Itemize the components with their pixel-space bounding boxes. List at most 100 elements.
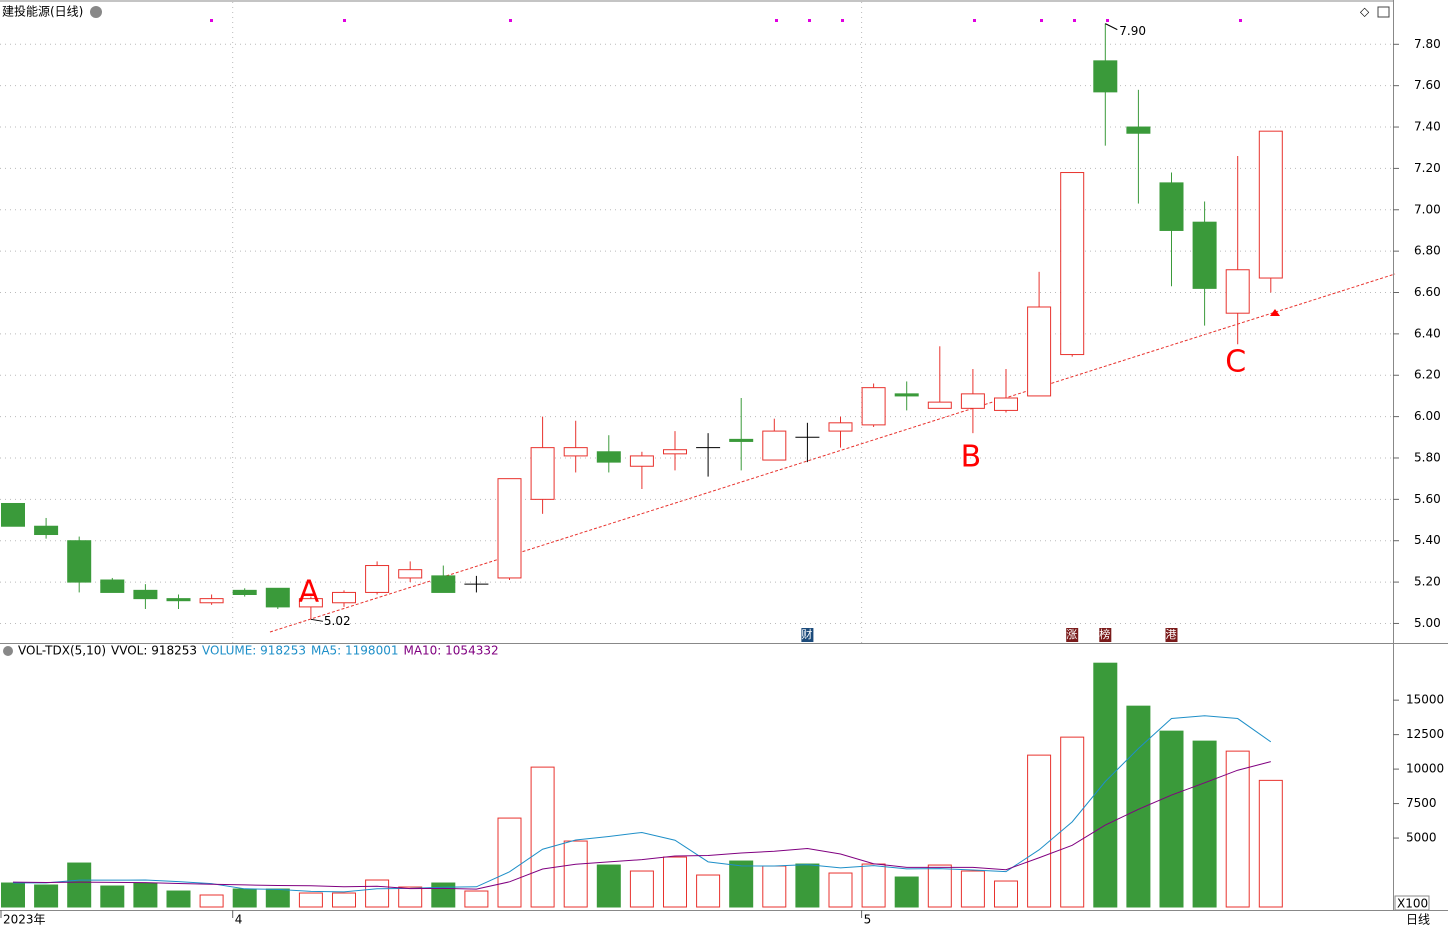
chart-title: 建投能源(日线) xyxy=(2,4,83,19)
annotation: A xyxy=(299,575,320,610)
volume-bar xyxy=(596,864,621,908)
candle-body xyxy=(530,447,555,500)
candle-body xyxy=(398,569,423,579)
unit-box xyxy=(1394,895,1430,911)
candle-body xyxy=(497,478,522,579)
volume-bar xyxy=(629,870,654,908)
volume-bar xyxy=(927,864,952,908)
volume-bar xyxy=(332,892,356,908)
y-tick-label: 7.40 xyxy=(1414,120,1441,134)
volume-bar xyxy=(431,882,456,908)
event-label: 财 xyxy=(801,627,812,641)
volume-bar xyxy=(67,862,92,908)
volume-bar xyxy=(1093,662,1118,908)
volume-bar xyxy=(232,888,257,908)
y-tick-label: 12500 xyxy=(1406,727,1444,741)
window-icon[interactable] xyxy=(1377,6,1390,18)
volume-bar xyxy=(34,884,59,908)
volume-bar xyxy=(265,888,290,908)
signal-dots xyxy=(210,19,1242,22)
event-icon xyxy=(1066,628,1079,642)
candle-body xyxy=(994,397,1018,411)
menu-icon[interactable] xyxy=(90,6,102,18)
event-label: 榜 xyxy=(1099,627,1110,641)
y-tick-label: 6.80 xyxy=(1414,244,1441,258)
y-tick-label: 6.20 xyxy=(1414,368,1441,382)
volume-bar xyxy=(994,880,1018,908)
high-pointer xyxy=(1105,23,1118,31)
y-tick-label: 5.80 xyxy=(1414,450,1441,464)
candle-body xyxy=(100,579,125,593)
candle-body xyxy=(199,598,224,604)
volume-bar xyxy=(1126,705,1151,908)
candle-body xyxy=(1192,221,1217,289)
volume-bar xyxy=(894,876,919,908)
candle-body xyxy=(960,393,985,409)
volume-bar xyxy=(861,863,886,908)
volume-bar xyxy=(663,856,687,908)
candle-body xyxy=(663,449,687,455)
candle-body xyxy=(1126,126,1151,134)
candle-body xyxy=(365,565,390,593)
candle-body xyxy=(1225,269,1250,314)
event-icon xyxy=(801,628,814,642)
ma-line xyxy=(12,761,1271,890)
candle-body xyxy=(894,393,919,397)
volume-bar xyxy=(100,885,125,908)
volume-bar xyxy=(563,840,588,908)
legend-item: VVOL: 918253 xyxy=(111,644,197,658)
shape-icon[interactable]: ◇ xyxy=(1360,5,1370,19)
candle-body xyxy=(1,502,25,527)
y-tick-label: 7.20 xyxy=(1414,161,1441,175)
y-tick-label: 10000 xyxy=(1406,762,1444,776)
volume-bar xyxy=(729,860,754,908)
volume-bar xyxy=(1159,730,1184,908)
candle-body xyxy=(332,591,356,604)
volume-bar xyxy=(398,886,423,908)
volume-bar xyxy=(1258,779,1283,908)
volume-bar xyxy=(365,879,390,908)
volume-bar xyxy=(464,890,489,908)
low-label: 5.02 xyxy=(324,614,351,628)
candle-body xyxy=(629,455,654,467)
candle-body xyxy=(1093,60,1118,93)
candle-body xyxy=(298,598,323,608)
candle-body xyxy=(232,589,257,595)
volume-bar xyxy=(166,890,191,908)
y-tick-label: 7.60 xyxy=(1414,78,1441,92)
legend-item: VOL-TDX(5,10) xyxy=(18,644,106,658)
y-tick-label: 7.00 xyxy=(1414,202,1441,216)
candle-body xyxy=(927,401,952,409)
event-label: 港 xyxy=(1166,628,1177,641)
high-label: 7.90 xyxy=(1119,24,1146,38)
menu-icon[interactable] xyxy=(3,646,13,656)
low-pointer xyxy=(310,618,323,622)
volume-bar xyxy=(762,865,787,908)
event-label: 涨 xyxy=(1066,628,1077,641)
x-tick-label: 5 xyxy=(864,913,872,927)
candle-body xyxy=(1159,182,1184,231)
unit-label: X100 xyxy=(1397,897,1428,911)
candle-body xyxy=(431,575,456,593)
volume-bar xyxy=(696,874,721,908)
candle-body xyxy=(828,422,853,432)
volume-bar xyxy=(1225,750,1250,908)
volume-bar xyxy=(1027,754,1052,908)
period-label: 日线 xyxy=(1406,913,1430,927)
trend-line xyxy=(269,273,1396,633)
event-icon xyxy=(1099,628,1112,642)
legend-item: MA5: 1198001 xyxy=(311,644,399,658)
y-tick-label: 15000 xyxy=(1406,693,1444,707)
y-tick-label: 6.40 xyxy=(1414,326,1441,340)
volume-bar xyxy=(795,863,820,908)
candle-body xyxy=(762,430,787,461)
volume-bar xyxy=(960,870,985,908)
y-tick-label: 5.60 xyxy=(1414,492,1441,506)
candle-body xyxy=(67,540,92,583)
candle-body xyxy=(1060,172,1085,356)
volume-bar xyxy=(530,766,555,908)
y-tick-label: 5.40 xyxy=(1414,533,1441,547)
ma-line xyxy=(13,715,1272,893)
y-tick-label: 5000 xyxy=(1406,831,1437,845)
